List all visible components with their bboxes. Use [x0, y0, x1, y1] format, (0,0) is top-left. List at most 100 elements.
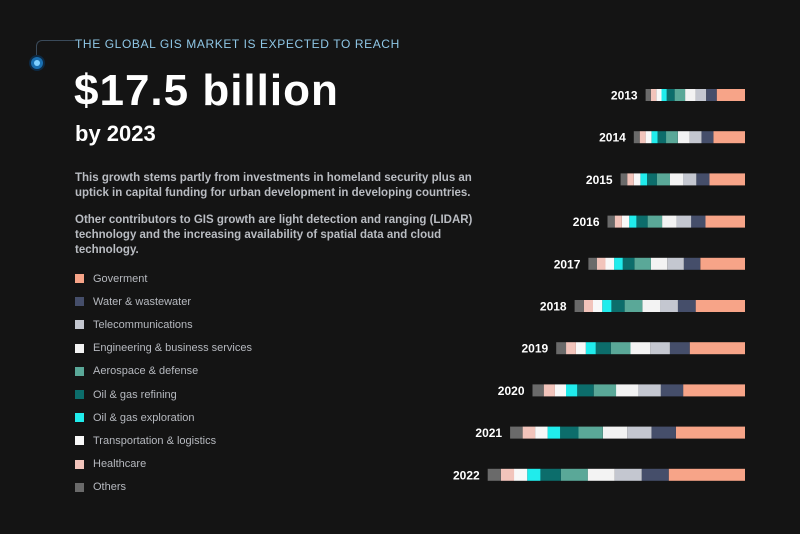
bar-segment — [630, 342, 651, 355]
bar-segment — [622, 215, 630, 228]
bar-segment — [554, 384, 566, 397]
bar-segment — [593, 384, 617, 397]
paragraph-contributors: Other contributors to GIS growth are lig… — [75, 214, 473, 256]
legend-swatch — [75, 366, 84, 376]
bar-segment — [676, 215, 692, 228]
bar-segment — [543, 384, 555, 397]
bar-segment — [636, 215, 648, 228]
legend-item-engineering: Engineering & business services — [75, 337, 252, 360]
legend-label: Engineering & business services — [93, 342, 252, 355]
bar-segment — [689, 131, 702, 144]
bar-segment — [574, 300, 584, 312]
bar-segment — [696, 173, 710, 186]
paragraph-growth: This growth stems partly from investment… — [75, 172, 472, 199]
legend-label: Oil & gas exploration — [93, 411, 195, 424]
bar-segment — [620, 173, 628, 186]
bar-segment — [662, 215, 677, 228]
bar-segment — [547, 426, 561, 439]
bar-segment — [639, 131, 646, 144]
legend-swatch — [75, 436, 84, 446]
legend-item-others: Others — [75, 476, 252, 499]
bar-segment — [667, 257, 684, 270]
year-label: 2017 — [554, 257, 581, 271]
legend-label: Healthcare — [93, 458, 147, 471]
bar-segment — [656, 89, 662, 101]
bar-segment — [645, 89, 651, 101]
bar-segment — [627, 173, 634, 186]
legend-item-aerospace: Aerospace & defense — [75, 360, 252, 383]
bar-segment — [691, 215, 706, 228]
bar-segment — [638, 384, 661, 397]
legend-label: Telecommunications — [93, 318, 193, 331]
bar-segment — [661, 89, 667, 101]
marker-dot-icon — [31, 57, 43, 69]
bar-segment — [510, 426, 523, 439]
bar-segment — [713, 131, 745, 144]
bar-segment — [666, 131, 678, 144]
bar-segment — [670, 342, 690, 355]
year-label: 2014 — [599, 131, 626, 145]
bar-segment — [675, 426, 745, 439]
bar-segment — [540, 468, 561, 481]
bar-segment — [566, 384, 578, 397]
bar-segment — [660, 300, 678, 312]
bar-segment — [593, 300, 603, 312]
bar-segment — [706, 89, 717, 101]
bar-segment — [634, 257, 651, 270]
legend: Goverment Water & wastewater Telecommuni… — [75, 267, 252, 499]
legend-label: Aerospace & defense — [93, 365, 199, 378]
legend-label: Oil & gas refining — [93, 388, 177, 401]
year-label: 2015 — [586, 173, 613, 187]
bar-segment — [583, 300, 593, 312]
bar-segment — [602, 426, 628, 439]
bar-segment — [602, 300, 612, 312]
bar-segment — [575, 342, 586, 355]
bar-segment — [622, 257, 635, 270]
bar-segment — [611, 300, 625, 312]
bar-segment — [487, 468, 501, 481]
legend-swatch — [75, 459, 84, 469]
kicker-text: THE GLOBAL GIS MARKET IS EXPECTED TO REA… — [75, 37, 400, 51]
bar-segment — [647, 215, 663, 228]
bar-segment — [695, 89, 707, 101]
bar-segment — [650, 342, 670, 355]
bar-segment — [683, 257, 701, 270]
bar-segment — [651, 426, 676, 439]
legend-swatch — [75, 343, 84, 353]
bar-segment — [614, 468, 642, 481]
bar-segment — [616, 384, 639, 397]
bar-segment — [640, 173, 647, 186]
year-label: 2019 — [521, 342, 548, 356]
legend-swatch — [75, 390, 84, 400]
bar-segment — [614, 215, 622, 228]
bar-segment — [709, 173, 745, 186]
bar-segment — [668, 468, 745, 481]
legend-label: Others — [93, 481, 127, 494]
bar-segment — [666, 89, 675, 101]
bar-segment — [641, 468, 669, 481]
bar-segment — [514, 468, 528, 481]
bar-segment — [670, 173, 684, 186]
bar-segment — [560, 468, 588, 481]
legend-swatch — [75, 413, 84, 423]
bar-segment — [627, 426, 652, 439]
bar-segment — [578, 426, 603, 439]
bar-segment — [500, 468, 515, 481]
bar-segment — [605, 257, 615, 270]
bar-segment — [683, 173, 697, 186]
bar-segment — [645, 131, 652, 144]
legend-swatch — [75, 482, 84, 492]
year-label: 2018 — [540, 300, 567, 314]
bar-segment — [642, 300, 661, 312]
legend-label: Transportation & logistics — [93, 434, 217, 447]
bar-segment — [556, 342, 567, 355]
legend-item-oil-refining: Oil & gas refining — [75, 383, 252, 406]
bar-segment — [650, 89, 657, 101]
bar-segment — [656, 173, 670, 186]
legend-swatch — [75, 297, 84, 307]
headline-subtitle: by 2023 — [75, 121, 156, 146]
bar-segment — [585, 342, 596, 355]
year-label: 2013 — [611, 89, 638, 103]
bar-segment — [588, 257, 597, 270]
